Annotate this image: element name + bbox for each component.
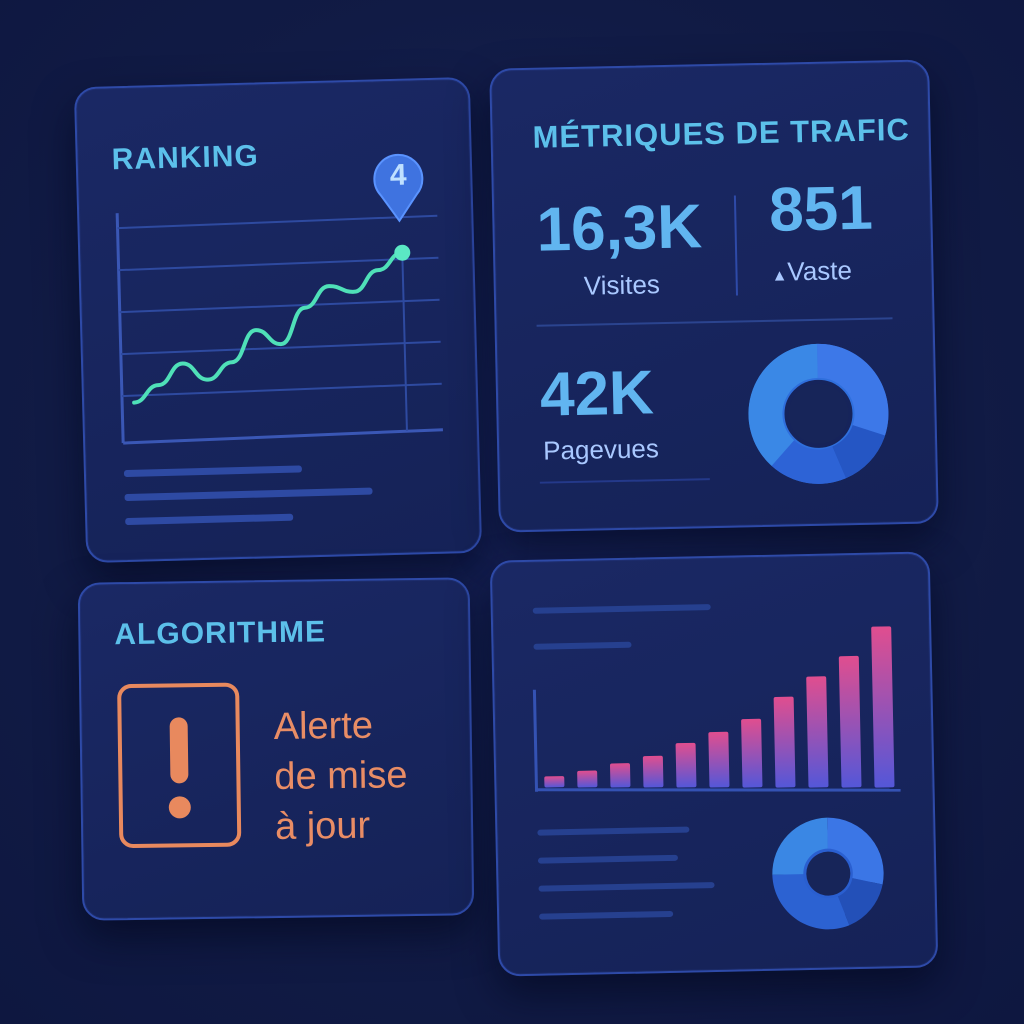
alert-line-2: de mise <box>274 754 408 799</box>
bar <box>871 626 895 788</box>
map-pin-icon[interactable]: 4 <box>368 150 430 226</box>
position-badge: 4 <box>389 158 408 193</box>
bar <box>838 655 862 788</box>
bar <box>675 742 697 788</box>
bar <box>610 763 631 788</box>
algorithme-title: ALGORITHME <box>114 615 327 652</box>
bar <box>773 696 796 788</box>
donut-chart-icon <box>748 343 889 484</box>
ranking-gridline <box>118 256 439 272</box>
trafic-card[interactable]: MÉTRIQUES DE TRAFIC 16,3K Visites 851 ▲V… <box>489 59 939 533</box>
ranking-gridline <box>117 214 438 230</box>
ranking-text-line-2 <box>124 487 373 501</box>
ranking-gridline <box>121 382 442 398</box>
ranking-gridline <box>401 250 408 431</box>
ranking-text-line-1 <box>123 465 302 478</box>
ranking-y-axis <box>115 213 125 444</box>
bar <box>708 731 730 788</box>
ranking-line-path <box>132 250 405 405</box>
ranking-end-point <box>394 244 411 261</box>
alert-line-3: à jour <box>274 804 371 849</box>
ranking-gridline <box>120 340 441 356</box>
bar <box>577 770 598 788</box>
ranking-gridline <box>119 298 440 314</box>
bar <box>806 676 829 788</box>
exclamation-icon <box>117 682 242 849</box>
algorithme-card[interactable]: ALGORITHME Alerte de mise à jour <box>77 577 475 921</box>
bar <box>741 718 763 788</box>
ranking-chart <box>115 213 443 525</box>
bars-x-axis <box>536 788 901 792</box>
bar-series <box>544 626 895 788</box>
bars-y-axis <box>532 689 539 792</box>
ranking-card[interactable]: RANKING 4 <box>73 76 483 564</box>
bars-text-line-2 <box>537 854 678 864</box>
ranking-x-axis <box>123 428 443 445</box>
alert-message: Alerte de mise à jour <box>273 700 445 852</box>
bars-placeholder-line-1 <box>532 604 711 614</box>
ranking-gridlines <box>117 214 442 431</box>
donut-chart-icon <box>772 817 884 930</box>
bars-card[interactable] <box>489 551 939 977</box>
ranking-trend-line <box>132 244 411 405</box>
bar-chart-icon <box>532 604 901 930</box>
bar <box>544 776 565 788</box>
ranking-text-line-3 <box>125 513 294 525</box>
bars-text-line-3 <box>538 882 715 892</box>
alert-line-1: Alerte <box>273 704 374 749</box>
bars-text-line-4 <box>539 910 674 920</box>
bars-text-line-1 <box>537 826 690 836</box>
bars-placeholder-line-2 <box>533 641 632 650</box>
bar <box>642 755 664 788</box>
